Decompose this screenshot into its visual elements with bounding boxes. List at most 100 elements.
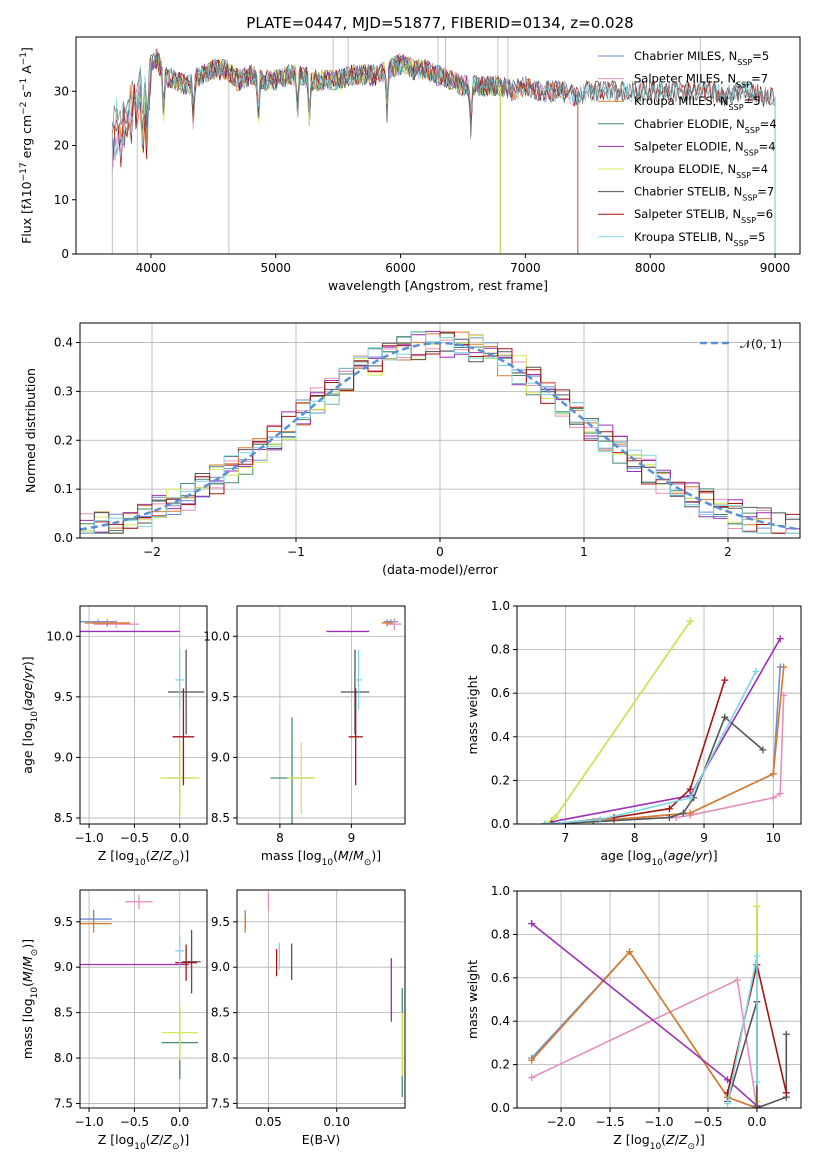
point-kroupa-elodie [161,1005,198,1060]
x-axis-label: wavelength [Angstrom, rest frame] [328,278,548,293]
series-kroupa-miles [528,948,761,1108]
y-tick-label: 0.1 [54,482,73,496]
y-tick-label: 10 [54,193,69,207]
x-tick-label: 6000 [385,261,416,275]
series-marker [780,663,788,671]
y-tick-label: 9.5 [211,690,230,704]
series-line [531,950,758,1108]
point-salpeter-miles [387,618,402,631]
legend-label-chabrier-stelib: Chabrier STELIB, NSSP=7 [634,185,774,203]
y-tick-label: 9.5 [54,915,73,929]
y-tick-label: 0.2 [491,1058,510,1072]
x-tick-label: 8 [631,831,639,845]
series-marker [782,1030,790,1038]
y-tick-label: 0.0 [491,1101,510,1115]
axes-frame [79,889,208,1109]
series-marker [721,676,729,684]
y-tick-label: 10.0 [203,629,230,643]
x-tick-label: −0.5 [120,831,149,845]
series-kroupa-stelib [724,952,761,1108]
x-tick-label: 0.0 [170,1115,189,1129]
x-tick-label: 9 [700,831,708,845]
axes-frame [79,605,208,825]
y-tick-label: 0.6 [491,686,510,700]
plot-area [528,902,790,1108]
x-tick-label: 0.05 [255,1115,282,1129]
x-tick-label: −0.5 [120,1115,149,1129]
point-kroupa-miles [84,619,130,627]
series-kroupa-elodie [541,617,694,824]
series-marker [686,794,694,802]
series-marker [753,1104,761,1108]
legend-label-salpeter-elodie: Salpeter ELODIE, NSSP=4 [634,139,776,157]
point-chabrier-stelib [340,649,370,735]
y-axis-label: mass weight [465,675,480,754]
mass-vs-ebv-panel: 0.05 0.10 7.5 8.0 8.5 9.0 9.5 E(B-V) [211,889,406,1147]
plot-area [80,894,201,1079]
x-tick-label: −2 [143,545,161,559]
series-marker [665,805,673,813]
series-marker [776,789,784,797]
x-tick-label: 0.0 [747,1115,766,1129]
legend-label-gaussian: 𝒩(0, 1) [740,337,782,351]
point-salpeter-stelib [172,688,195,786]
legend-label-salpeter-miles: Salpeter MILES, NSSP=7 [634,72,768,90]
series-marker [596,816,604,824]
series-marker [665,813,673,821]
y-axis-label: Normed distribution [23,368,38,493]
gaussian-curve [80,341,800,531]
point-kroupa-miles [381,619,393,627]
y-tick-label: 9.0 [54,960,73,974]
point-salpeter-miles [125,894,153,910]
plot-area [270,618,402,824]
point-kroupa-elodie [287,741,316,815]
y-tick-label: 1.0 [491,599,510,613]
y-tick-label: 9.5 [211,915,230,929]
x-tick-label: 0.10 [323,1115,350,1129]
y-tick-label: 30 [54,84,69,98]
x-tick-label: 8 [276,831,284,845]
y-tick-label: 9.0 [211,750,230,764]
y-tick-label: 20 [54,139,69,153]
x-tick-label: 0 [436,545,444,559]
y-tick-label: 8.5 [211,1006,230,1020]
point-salpeter-stelib [175,944,198,981]
y-tick-label: 1.0 [491,884,510,898]
y-axis-label: mass weight [465,960,480,1039]
series-marker [686,809,694,817]
x-tick-label: 9 [348,831,356,845]
series-marker [686,617,694,625]
plot-area [80,619,205,815]
point-kroupa-elodie [159,741,200,815]
y-tick-label: 0.4 [491,1014,510,1028]
series-kroupa-stelib [541,667,760,824]
series-marker [686,785,694,793]
x-tick-label: 7000 [510,261,541,275]
series-marker [626,948,634,956]
y-tick-label: 0.2 [491,773,510,787]
spectrum-panel: 4000 5000 6000 7000 8000 9000 0 10 20 30 wavelengt… [19,36,801,293]
x-tick-label: −1.0 [75,831,104,845]
point-kroupa-stelib [354,649,363,711]
y-tick-label: 8.5 [54,811,73,825]
y-axis-label: Flux [fλ10−17 erg cm−2 s−1 A−1] [19,47,34,244]
point-salpeter-stelib [348,688,363,786]
y-tick-label: 0.2 [54,433,73,447]
legend-label-salpeter-stelib: Salpeter STELIB, NSSP=6 [634,207,773,225]
spectrum-legend: Chabrier MILES, NSSP=5 Salpeter MILES, NS… [598,49,777,247]
y-tick-label: 0.0 [54,531,73,545]
x-tick-label: 7 [562,831,570,845]
x-tick-label: −1.0 [644,1115,673,1129]
legend-label-chabrier-elodie: Chabrier ELODIE, NSSP=4 [634,117,777,135]
axes-frame [516,605,802,825]
x-axis-label: (data-model)/error [382,562,499,577]
series-marker [528,1074,536,1082]
plot-area [111,37,776,254]
x-tick-label: 10 [766,831,781,845]
y-tick-label: 0 [61,247,69,261]
series-marker [724,1100,732,1108]
axes-frame [236,605,406,825]
series-marker [753,952,761,960]
y-tick-label: 8.5 [211,811,230,825]
